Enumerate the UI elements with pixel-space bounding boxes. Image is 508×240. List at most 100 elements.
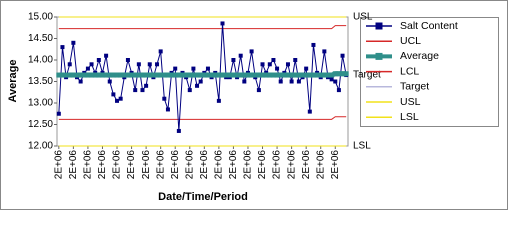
series-marker — [147, 72, 153, 78]
series-marker — [194, 72, 200, 78]
series-marker — [103, 72, 109, 78]
series-marker — [296, 72, 302, 78]
series-marker — [107, 72, 113, 78]
series-marker — [249, 72, 255, 78]
series-marker — [307, 109, 312, 114]
x-tick-label: 2E+06 — [330, 150, 341, 180]
series-marker — [336, 88, 341, 93]
series-marker — [289, 79, 294, 84]
x-tick-label: 2E+06 — [126, 150, 137, 180]
series-marker — [274, 72, 280, 78]
legend-label: Average — [400, 50, 439, 62]
series-marker — [67, 72, 73, 78]
series-marker — [212, 72, 218, 78]
series-marker — [238, 72, 244, 78]
series-marker — [147, 62, 152, 67]
series-marker — [133, 88, 138, 93]
series-marker — [70, 72, 76, 78]
series-marker — [314, 72, 320, 78]
series-marker — [118, 72, 124, 78]
series-marker — [56, 111, 61, 116]
series-marker — [234, 72, 240, 78]
series-marker — [114, 72, 120, 78]
series-marker — [107, 79, 112, 84]
series-marker — [205, 72, 211, 78]
series-marker — [136, 62, 141, 67]
series-marker — [256, 72, 262, 78]
x-tick-label: 2E+06 — [83, 150, 94, 180]
series-marker — [85, 72, 91, 78]
x-tick-label: 2E+06 — [228, 150, 239, 180]
series-marker — [154, 72, 160, 78]
series-marker — [71, 40, 76, 45]
x-tick-label: 2E+06 — [170, 150, 181, 180]
x-tick-label: 2E+06 — [199, 150, 210, 180]
series-marker — [139, 72, 145, 78]
series-marker — [230, 72, 236, 78]
series-marker — [241, 72, 247, 78]
series-marker — [303, 72, 309, 78]
series-marker — [267, 72, 273, 78]
series-marker — [96, 72, 102, 78]
series-marker — [289, 72, 295, 78]
series-marker — [121, 72, 127, 78]
series-marker — [278, 72, 284, 78]
x-tick-label: 2E+06 — [97, 150, 108, 180]
series-marker — [110, 72, 116, 78]
series-marker — [129, 72, 135, 78]
series-marker — [223, 72, 229, 78]
series-marker — [191, 66, 196, 71]
series-marker — [81, 72, 87, 78]
series-marker — [118, 96, 123, 101]
series-marker — [187, 72, 193, 78]
legend-label: Target — [400, 81, 429, 93]
x-tick-label: 2E+06 — [315, 150, 326, 180]
y-tick-label: 12.00 — [28, 141, 53, 152]
y-tick-label: 15.00 — [28, 12, 53, 23]
series-marker — [340, 71, 346, 77]
series-marker — [115, 98, 120, 103]
series-marker — [155, 62, 160, 67]
series-marker — [318, 72, 324, 78]
series-marker — [285, 62, 290, 67]
series-marker — [227, 72, 233, 78]
x-tick-label: 2E+06 — [243, 150, 254, 180]
series-marker — [67, 62, 72, 67]
series-marker — [245, 72, 251, 78]
series-marker — [340, 53, 345, 58]
legend-label: LCL — [400, 65, 419, 77]
series-marker — [270, 72, 276, 78]
series-marker — [144, 83, 149, 88]
y-tick-label: 14.50 — [28, 33, 53, 44]
legend-label: Salt Content — [400, 20, 458, 32]
x-tick-label: 2E+06 — [68, 150, 79, 180]
x-tick-label: 2E+06 — [301, 150, 312, 180]
y-axis-title: Average — [7, 59, 19, 102]
x-tick-label: 2E+06 — [53, 150, 64, 180]
series-marker — [78, 72, 84, 78]
y-tick-label: 12.50 — [28, 119, 53, 130]
series-marker — [78, 79, 83, 84]
series-marker — [162, 96, 167, 101]
series-marker — [220, 21, 225, 26]
series-marker — [256, 88, 261, 93]
legend-label: LSL — [400, 111, 419, 123]
series-marker — [89, 72, 95, 78]
series-marker — [111, 92, 116, 97]
series-marker — [63, 72, 69, 78]
series-marker — [74, 72, 80, 78]
series-marker — [325, 72, 331, 78]
series-line — [58, 116, 347, 120]
x-axis-title: Date/Time/Period — [158, 191, 248, 203]
series-marker — [242, 79, 247, 84]
series-marker — [322, 49, 327, 54]
legend-label: UCL — [400, 35, 421, 47]
series-marker — [329, 72, 335, 78]
chart: Average Date/Time/Period 12.00 12.50 13.00… — [0, 0, 508, 210]
series-marker — [260, 62, 265, 67]
series-marker — [92, 72, 98, 78]
series-marker — [132, 72, 138, 78]
series-marker — [216, 98, 221, 103]
series-marker — [252, 72, 258, 78]
series-marker — [209, 72, 215, 78]
